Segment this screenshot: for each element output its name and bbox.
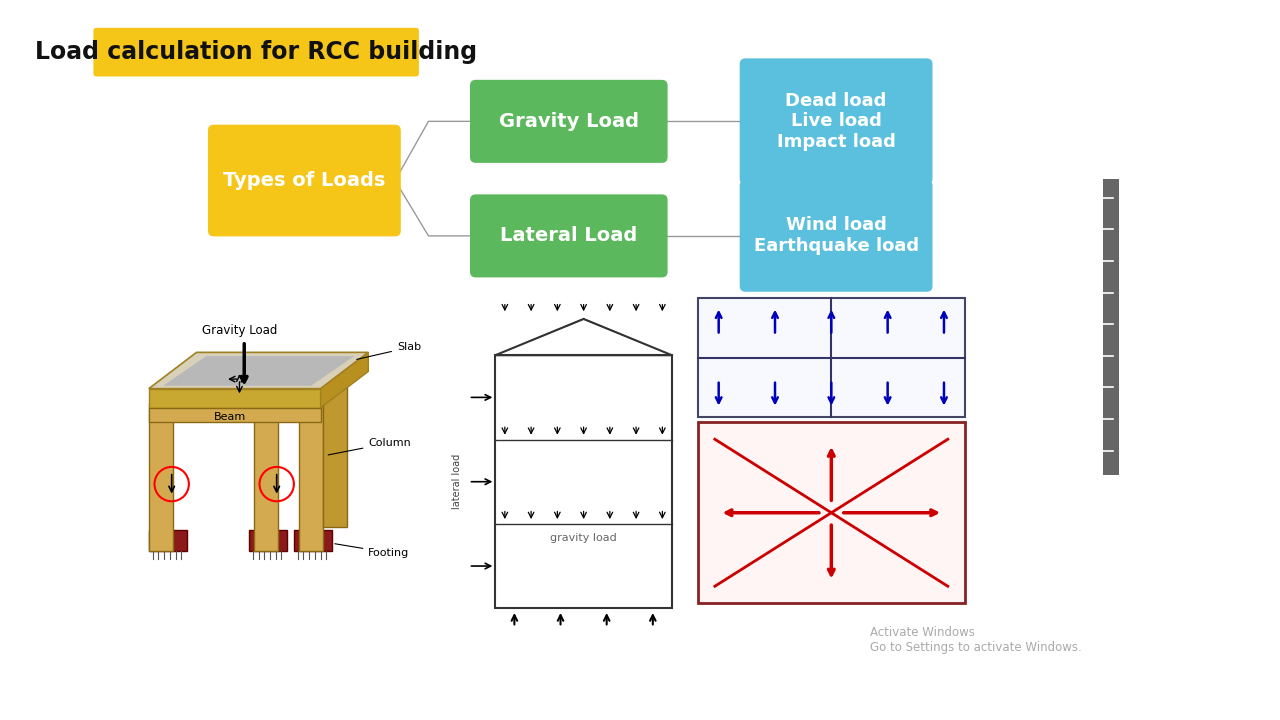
Polygon shape xyxy=(298,403,323,551)
Text: Load calculation for RCC building: Load calculation for RCC building xyxy=(35,40,477,64)
Polygon shape xyxy=(148,389,320,408)
Polygon shape xyxy=(320,352,369,408)
Text: Activate Windows
Go to Settings to activate Windows.: Activate Windows Go to Settings to activ… xyxy=(869,626,1082,654)
Bar xyxy=(698,422,965,603)
Text: Types of Loads: Types of Loads xyxy=(223,171,385,190)
Text: Beam: Beam xyxy=(214,413,246,422)
Polygon shape xyxy=(323,372,347,527)
Polygon shape xyxy=(148,352,369,389)
Bar xyxy=(495,355,672,608)
Text: gravity load: gravity load xyxy=(550,533,617,543)
Polygon shape xyxy=(250,530,287,551)
Text: Gravity Load: Gravity Load xyxy=(499,112,639,131)
Polygon shape xyxy=(148,403,173,551)
FancyBboxPatch shape xyxy=(740,180,933,292)
FancyBboxPatch shape xyxy=(470,194,668,277)
FancyBboxPatch shape xyxy=(470,80,668,163)
Polygon shape xyxy=(148,408,320,422)
FancyBboxPatch shape xyxy=(93,28,419,76)
Text: Gravity Load: Gravity Load xyxy=(202,324,278,337)
Text: Slab: Slab xyxy=(357,343,421,359)
Text: lateral load: lateral load xyxy=(452,454,462,509)
Text: Wind load
Earthquake load: Wind load Earthquake load xyxy=(754,217,919,256)
Text: Footing: Footing xyxy=(335,544,410,558)
FancyBboxPatch shape xyxy=(207,125,401,236)
Polygon shape xyxy=(253,403,278,551)
Bar xyxy=(698,298,965,418)
Text: Dead load
Live load
Impact load: Dead load Live load Impact load xyxy=(777,91,896,151)
Polygon shape xyxy=(148,530,187,551)
Bar xyxy=(1103,179,1119,474)
Text: Column: Column xyxy=(328,438,411,455)
Polygon shape xyxy=(294,530,332,551)
FancyBboxPatch shape xyxy=(740,58,933,184)
Polygon shape xyxy=(163,356,355,386)
Text: Lateral Load: Lateral Load xyxy=(500,226,637,246)
